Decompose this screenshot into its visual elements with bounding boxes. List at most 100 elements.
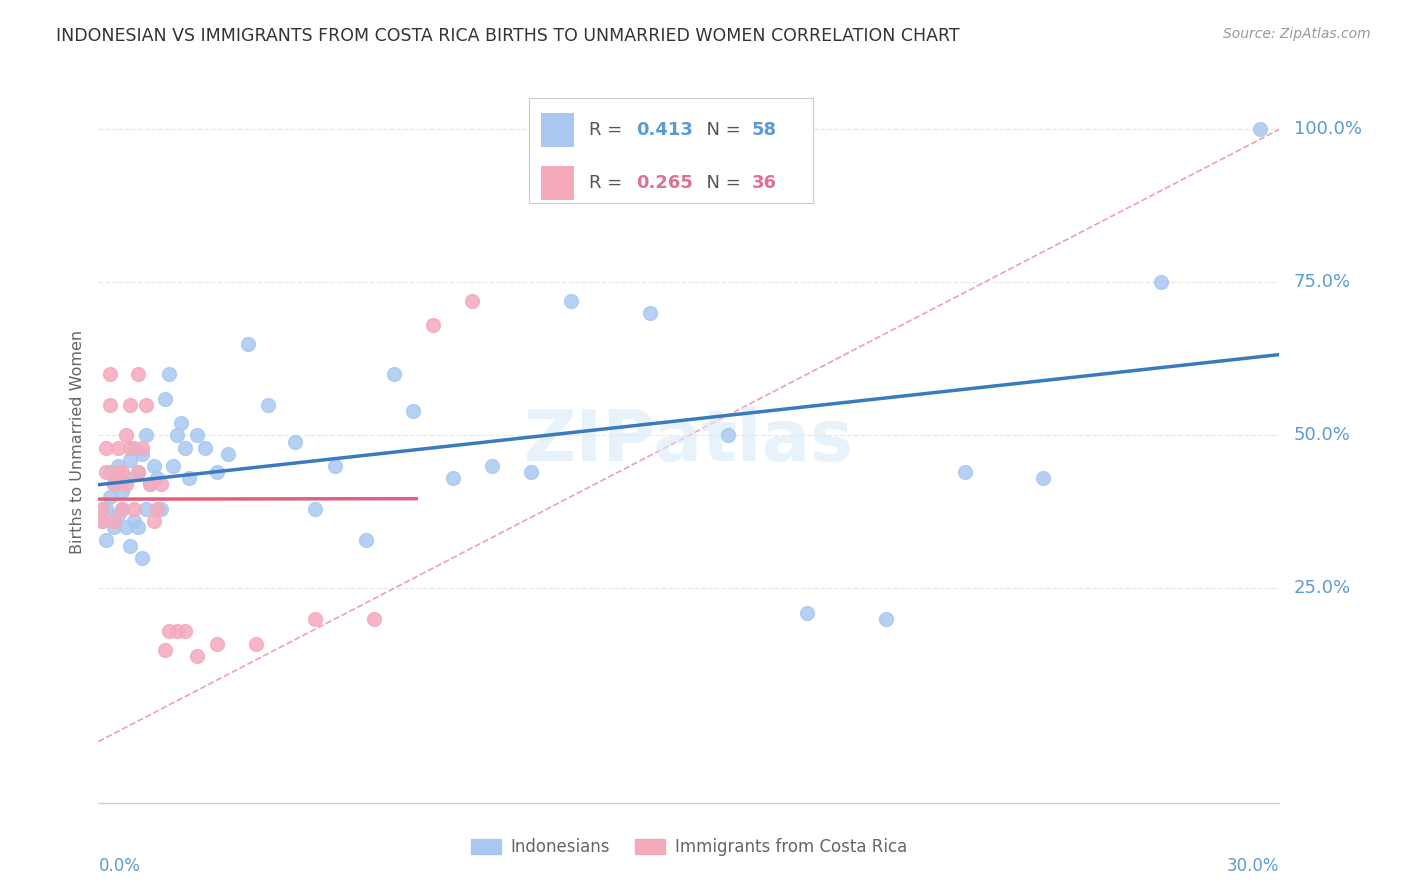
Point — [98, 398, 121, 412]
Text: Source: ZipAtlas.com: Source: ZipAtlas.com — [1223, 27, 1371, 41]
Point — [1032, 471, 1054, 485]
Point — [135, 502, 157, 516]
Point — [146, 471, 169, 485]
Point — [170, 416, 193, 430]
Point — [382, 367, 405, 381]
Point — [122, 514, 145, 528]
Point — [461, 293, 484, 308]
Point — [304, 502, 326, 516]
Point — [162, 458, 184, 473]
Point — [194, 441, 217, 455]
Point — [131, 441, 153, 455]
Point — [155, 392, 177, 406]
Point — [111, 483, 134, 498]
Point — [98, 490, 121, 504]
Point — [157, 367, 180, 381]
Point — [363, 612, 385, 626]
Text: 75.0%: 75.0% — [1294, 273, 1351, 292]
Text: 0.0%: 0.0% — [98, 857, 141, 875]
Point — [118, 441, 141, 455]
Point — [560, 293, 582, 308]
Point — [186, 428, 208, 442]
Point — [256, 398, 278, 412]
Point — [186, 648, 208, 663]
Point — [155, 642, 177, 657]
Point — [115, 428, 138, 442]
Point — [131, 550, 153, 565]
Y-axis label: Births to Unmarried Women: Births to Unmarried Women — [69, 329, 84, 554]
Point — [1150, 276, 1173, 290]
Bar — [541, 166, 575, 200]
Point — [107, 465, 129, 479]
Point — [150, 502, 173, 516]
Point — [135, 398, 157, 412]
Point — [177, 471, 200, 485]
Point — [118, 539, 141, 553]
Point — [91, 514, 114, 528]
Point — [127, 367, 149, 381]
Point — [98, 367, 121, 381]
Point — [146, 502, 169, 516]
Text: INDONESIAN VS IMMIGRANTS FROM COSTA RICA BIRTHS TO UNMARRIED WOMEN CORRELATION C: INDONESIAN VS IMMIGRANTS FROM COSTA RICA… — [56, 27, 960, 45]
Point — [111, 502, 134, 516]
Point — [122, 441, 145, 455]
Point — [115, 471, 138, 485]
Point — [205, 637, 228, 651]
Point — [103, 477, 125, 491]
Point — [441, 471, 464, 485]
Point — [91, 502, 114, 516]
Point — [96, 465, 118, 479]
Point — [96, 502, 118, 516]
Point — [127, 520, 149, 534]
Point — [122, 502, 145, 516]
Text: 30.0%: 30.0% — [1227, 857, 1279, 875]
Text: 0.413: 0.413 — [636, 121, 693, 139]
Point — [115, 520, 138, 534]
Point — [166, 624, 188, 639]
Legend: Indonesians, Immigrants from Costa Rica: Indonesians, Immigrants from Costa Rica — [464, 831, 914, 863]
Point — [481, 458, 503, 473]
Text: R =: R = — [589, 121, 627, 139]
Point — [138, 477, 160, 491]
Point — [115, 477, 138, 491]
Text: R =: R = — [589, 174, 627, 192]
Point — [875, 612, 897, 626]
Text: 50.0%: 50.0% — [1294, 426, 1351, 444]
Bar — [530, 98, 813, 203]
Point — [796, 606, 818, 620]
Point — [107, 441, 129, 455]
Point — [323, 458, 346, 473]
Point — [953, 465, 976, 479]
Text: 100.0%: 100.0% — [1294, 120, 1361, 138]
Point — [127, 465, 149, 479]
Text: 36: 36 — [752, 174, 776, 192]
Point — [520, 465, 543, 479]
Bar — [541, 112, 575, 147]
Point — [174, 624, 197, 639]
Point — [638, 306, 661, 320]
Point — [354, 533, 377, 547]
Text: N =: N = — [695, 121, 747, 139]
Point — [96, 441, 118, 455]
Text: ZIPatlas: ZIPatlas — [524, 407, 853, 476]
Point — [205, 465, 228, 479]
Point — [1249, 122, 1271, 136]
Point — [111, 465, 134, 479]
Point — [96, 533, 118, 547]
Point — [236, 336, 259, 351]
Text: 25.0%: 25.0% — [1294, 580, 1351, 598]
Point — [98, 465, 121, 479]
Point — [107, 508, 129, 522]
Point — [166, 428, 188, 442]
Point — [127, 465, 149, 479]
Point — [138, 477, 160, 491]
Point — [118, 453, 141, 467]
Point — [131, 447, 153, 461]
Point — [174, 441, 197, 455]
Point — [107, 458, 129, 473]
Point — [304, 612, 326, 626]
Point — [103, 477, 125, 491]
Point — [157, 624, 180, 639]
Text: N =: N = — [695, 174, 747, 192]
Point — [717, 428, 740, 442]
